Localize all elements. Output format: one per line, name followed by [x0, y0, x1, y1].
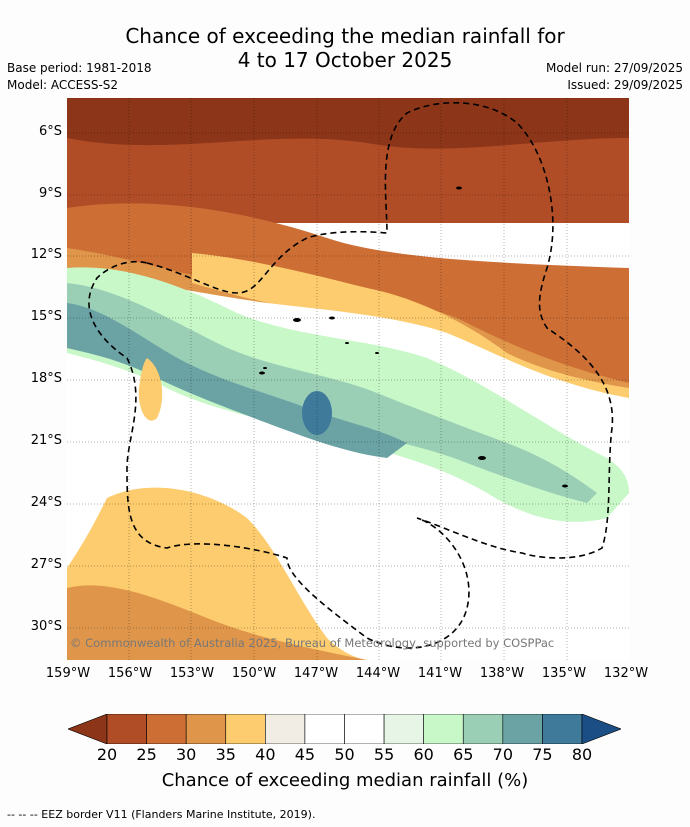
- colorbar-tick-label: 20: [96, 745, 118, 764]
- issued-date: Issued: 29/09/2025: [567, 78, 683, 92]
- model-name: Model: ACCESS-S2: [7, 78, 119, 92]
- lon-label: 144°W: [355, 666, 401, 681]
- colorbar-segment: [462, 714, 504, 744]
- colorbar-tick-label: 35: [215, 745, 236, 764]
- wetter-region: [67, 283, 597, 503]
- lat-label: 18°S: [30, 371, 62, 386]
- lon-label: 132°W: [603, 666, 649, 681]
- colorbar-segment: [304, 714, 345, 744]
- colorbar-extend-low: [68, 714, 108, 744]
- colorbar-tick-label: 60: [413, 745, 434, 764]
- model-run: Model run: 27/09/2025: [545, 61, 683, 75]
- base-period: Base period: 1981-2018: [7, 61, 152, 75]
- lon-label: 156°W: [107, 666, 153, 681]
- drier-southwest: [67, 585, 367, 660]
- lon-label: 141°W: [417, 666, 463, 681]
- dry-patch: [138, 358, 163, 421]
- lat-label: 21°S: [30, 433, 62, 448]
- colorbar-extend-high: [581, 714, 621, 744]
- colorbar-tick-label: 30: [175, 745, 197, 764]
- lon-label: 159°W: [45, 666, 91, 681]
- colorbar-tick-label: 40: [255, 745, 276, 764]
- lat-label: 27°S: [30, 557, 62, 572]
- colorbar-segment: [185, 714, 227, 744]
- lat-label: 30°S: [30, 619, 62, 634]
- meta-right: Model run: 27/09/2025 Issued: 29/09/2025: [546, 60, 683, 94]
- eez-border: [88, 101, 614, 649]
- lon-label: 153°W: [169, 666, 215, 681]
- lat-label: 15°S: [30, 309, 62, 324]
- map-title-line1: Chance of exceeding the median rainfall …: [125, 24, 565, 48]
- colorbar: [68, 714, 621, 744]
- colorbar-segment: [383, 714, 424, 744]
- rainfall-map-svg: © Commonwealth of Australia 2025, Bureau…: [67, 98, 629, 660]
- colorbar-segment: [265, 714, 306, 744]
- islands: [259, 186, 568, 488]
- colorbar-tick-label: 50: [334, 745, 355, 764]
- map-title-line2: 4 to 17 October 2025: [237, 48, 453, 72]
- colorbar-segment: [502, 714, 543, 744]
- colorbar-segment: [423, 714, 464, 744]
- lat-label: 24°S: [30, 495, 62, 510]
- lon-label: 138°W: [479, 666, 525, 681]
- colorbar-segment: [225, 714, 266, 744]
- colorbar-tick-label: 55: [373, 745, 395, 764]
- colorbar-segment: [542, 714, 583, 744]
- colorbar-tick-label: 70: [492, 745, 514, 764]
- lat-label: 12°S: [30, 247, 62, 262]
- colorbar-tick-label: 80: [571, 745, 593, 764]
- colorbar-tick-label: 65: [453, 745, 474, 764]
- colorbar-segments: [68, 714, 621, 744]
- colorbar-tick-label: 25: [136, 745, 157, 764]
- lat-label: 6°S: [38, 124, 62, 139]
- colorbar-segment: [106, 714, 147, 744]
- lon-label: 150°W: [231, 666, 277, 681]
- colorbar-label: Chance of exceeding median rainfall (%): [161, 770, 529, 791]
- lon-label: 135°W: [541, 666, 587, 681]
- colorbar-tick-label: 45: [294, 745, 316, 764]
- map-credit: © Commonwealth of Australia 2025, Bureau…: [70, 636, 554, 650]
- footer-note: -- -- -- EEZ border V11 (Flanders Marine…: [7, 808, 316, 821]
- rainfall-map: © Commonwealth of Australia 2025, Bureau…: [67, 98, 629, 660]
- meta-left: Base period: 1981-2018 Model: ACCESS-S2: [7, 60, 152, 94]
- colorbar-tick-label: 75: [532, 745, 553, 764]
- lat-label: 9°S: [38, 186, 62, 201]
- very-dry-north: [67, 98, 629, 149]
- colorbar-segment: [344, 714, 385, 744]
- colorbar-segment: [146, 714, 187, 744]
- map-gridlines: [67, 98, 629, 660]
- lon-label: 147°W: [293, 666, 339, 681]
